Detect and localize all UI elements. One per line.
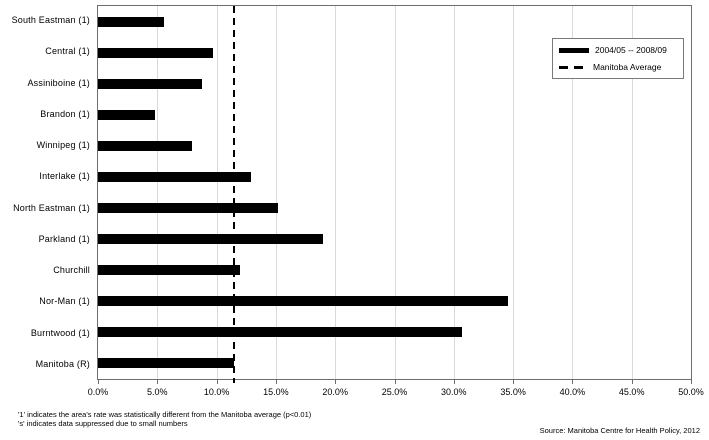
gridline [631,6,633,379]
legend-average-label: Manitoba Average [593,62,662,72]
footnote-2: 's' indicates data suppressed due to sma… [18,419,188,428]
bar [98,296,509,307]
gridline [216,6,218,379]
x-tick-label: 15.0% [263,387,289,397]
footnote-1: '1' indicates the area's rate was statis… [18,410,312,419]
bar [98,265,241,276]
x-tick [631,380,633,384]
x-tick [453,380,455,384]
bar [98,203,279,214]
manitoba-average-line [233,6,236,383]
x-tick-label: 50.0% [678,387,704,397]
category-label: Burntwood (1) [30,327,90,338]
gridline [453,6,455,379]
bar [98,171,251,182]
x-tick [572,380,574,384]
x-tick-label: 35.0% [500,387,526,397]
category-label: Parkland (1) [38,233,90,244]
x-tick [335,380,337,384]
bar [98,234,324,245]
category-label: Churchill [53,265,90,275]
x-tick [275,380,277,384]
category-label: South Eastman (1) [11,15,90,25]
gridline [275,6,277,379]
x-tick-label: 10.0% [203,387,230,397]
bar [98,16,165,27]
bar [98,358,235,369]
legend: 2004/05 -- 2008/09 Manitoba Average [552,38,684,79]
category-labels: South Eastman (1) Central (1) Assiniboine … [0,5,90,380]
source-credit: Source: Manitoba Centre for Health Polic… [539,426,700,435]
x-tick-label: 25.0% [381,387,408,397]
gridline [394,6,396,379]
x-tick-label: 0.0% [87,387,109,397]
x-tick [394,380,396,384]
category-label: Manitoba (R) [35,358,90,369]
x-axis: 0.0% 5.0% 10.0% 15.0% 20.0% 25.0% 30.0% 35.0% 40… [88,380,704,404]
legend-series-label: 2004/05 -- 2008/09 [595,45,667,55]
bar [98,109,155,120]
category-label: Nor-Man (1) [39,296,90,307]
category-label: Central (1) [45,46,90,57]
footnotes: '1' indicates the area's rate was statis… [18,410,311,428]
category-label: Winnipeg (1) [36,140,90,150]
bar [98,327,463,338]
x-tick [691,380,692,384]
bar [98,78,203,89]
bar [98,47,214,58]
gridline [572,6,574,379]
x-tick [513,380,515,384]
legend-item-series: 2004/05 -- 2008/09 [559,45,677,55]
x-tick-label: 30.0% [441,387,467,397]
x-tick [157,380,159,384]
bar-swatch-icon [559,47,589,53]
legend-item-average: Manitoba Average [559,62,677,72]
x-tick-label: 20.0% [322,387,348,397]
x-tick-label: 40.0% [559,387,586,397]
plot-area: 2004/05 -- 2008/09 Manitoba Average [97,5,692,383]
x-tick [98,380,99,384]
category-label: Interlake (1) [39,171,90,182]
x-tick-label: 5.0% [147,387,168,397]
gridline [157,6,159,379]
gridline [513,6,515,379]
x-tick [216,380,218,384]
category-label: Brandon (1) [40,108,90,119]
category-label: Assiniboine (1) [27,77,90,88]
gridline [335,6,337,379]
x-tick-label: 45.0% [618,387,645,397]
bar [98,140,192,151]
category-label: North Eastman (1) [13,202,90,213]
dashed-line-swatch-icon [559,65,587,69]
